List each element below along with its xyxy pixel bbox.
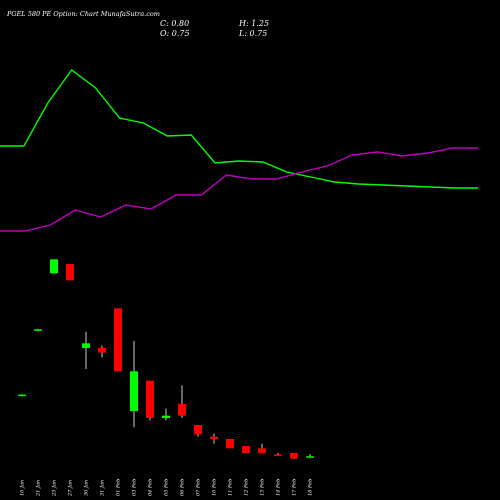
candle-15 bbox=[258, 443, 266, 453]
x-tick-label: 14 Feb bbox=[276, 479, 282, 496]
x-axis-labels: 10 Jan 21 Jan 23 Jan 27 Jan 30 Jan 31 Jan 01 F… bbox=[20, 479, 314, 497]
candle-4 bbox=[82, 331, 90, 369]
x-tick-label: 06 Feb bbox=[180, 479, 186, 496]
candle-0 bbox=[18, 394, 26, 397]
candle-body bbox=[18, 394, 26, 397]
candle-body bbox=[306, 456, 314, 458]
candle-12 bbox=[210, 433, 218, 444]
close-value: C: 0.80 bbox=[160, 19, 189, 28]
candle-body bbox=[34, 329, 42, 331]
x-tick-label: 03 Feb bbox=[132, 479, 138, 496]
open-value: O: 0.75 bbox=[160, 29, 190, 38]
candle-body bbox=[114, 308, 122, 372]
candle-body bbox=[82, 343, 90, 348]
candle-body bbox=[290, 453, 298, 459]
candle-16 bbox=[274, 453, 282, 456]
candle-11 bbox=[194, 425, 202, 437]
candle-3 bbox=[66, 264, 74, 281]
candle-body bbox=[162, 415, 170, 418]
x-tick-label: 07 Feb bbox=[196, 479, 202, 496]
magenta-line bbox=[0, 147, 478, 232]
x-tick-label: 12 Feb bbox=[244, 479, 250, 496]
x-tick-label: 27 Jan bbox=[68, 480, 74, 497]
x-tick-label: 18 Feb bbox=[308, 479, 314, 496]
candle-8 bbox=[146, 380, 154, 421]
candle-body bbox=[210, 436, 218, 439]
candle-body bbox=[146, 380, 154, 418]
candle-body bbox=[66, 264, 74, 281]
candle-body bbox=[258, 448, 266, 453]
x-tick-label: 17 Feb bbox=[292, 479, 298, 496]
x-tick-label: 01 Feb bbox=[116, 479, 122, 496]
candle-6 bbox=[114, 308, 122, 372]
chart-title: PGEL 580 PE Option: Chart MunafaSutra.co… bbox=[6, 10, 160, 18]
candle-2 bbox=[50, 259, 58, 274]
candle-body bbox=[226, 439, 234, 449]
x-tick-label: 21 Jan bbox=[36, 480, 42, 497]
candle-13 bbox=[226, 439, 234, 449]
x-tick-label: 13 Feb bbox=[260, 479, 266, 496]
candle-body bbox=[50, 259, 58, 274]
candle-body bbox=[242, 446, 250, 453]
low-value: L: 0.75 bbox=[238, 29, 267, 38]
indicator-lines bbox=[0, 69, 478, 232]
x-tick-label: 10 Jan bbox=[20, 480, 26, 496]
x-tick-label: 11 Feb bbox=[228, 479, 234, 496]
candle-18 bbox=[306, 454, 314, 458]
candle-body bbox=[98, 348, 106, 353]
x-tick-label: 05 Feb bbox=[164, 479, 170, 496]
candle-7 bbox=[130, 341, 138, 428]
candle-5 bbox=[98, 345, 106, 358]
candle-body bbox=[274, 454, 282, 456]
high-value: H: 1.25 bbox=[238, 19, 269, 28]
green-line bbox=[0, 69, 478, 189]
candle-body bbox=[194, 425, 202, 435]
candle-17 bbox=[290, 453, 298, 460]
x-tick-label: 31 Jan bbox=[100, 480, 106, 496]
candle-1 bbox=[34, 328, 42, 331]
candle-9 bbox=[162, 408, 170, 421]
x-tick-label: 30 Jan bbox=[84, 480, 90, 496]
x-tick-label: 10 Feb bbox=[212, 479, 218, 496]
candle-body bbox=[130, 371, 138, 411]
x-tick-label: 23 Jan bbox=[52, 480, 58, 497]
candles bbox=[18, 259, 314, 460]
candle-14 bbox=[242, 446, 250, 453]
x-tick-label: 04 Feb bbox=[148, 479, 154, 496]
candle-body bbox=[178, 404, 186, 416]
candle-10 bbox=[178, 385, 186, 418]
